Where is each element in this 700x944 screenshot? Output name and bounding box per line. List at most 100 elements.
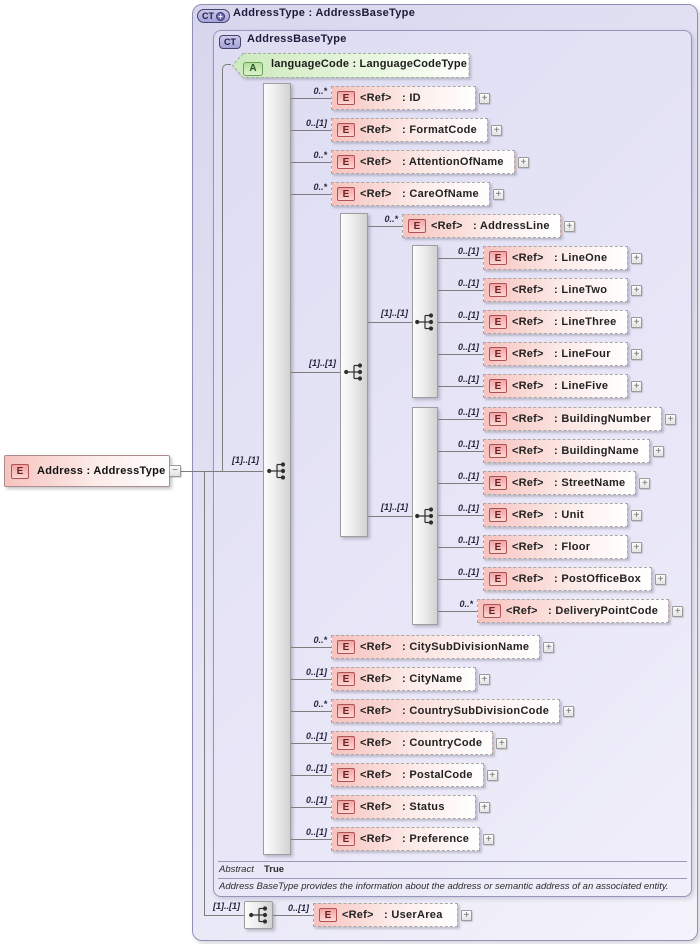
element-row: E <Ref> : BuildingName + (483, 439, 664, 463)
element-box[interactable]: E <Ref> : LineOne (483, 246, 628, 270)
expand-icon[interactable]: + (543, 641, 555, 653)
expand-icon[interactable]: + (631, 252, 642, 264)
element-box[interactable]: E <Ref> : Unit (483, 503, 628, 527)
element-name: : Unit (554, 509, 584, 521)
element-name: : Status (402, 801, 445, 813)
abstract-value: True (264, 864, 285, 875)
element-badge: E (489, 444, 507, 458)
element-ref: <Ref> (512, 573, 544, 585)
expand-icon[interactable]: + (479, 673, 490, 685)
element-box[interactable]: E <Ref> : CountryCode (331, 731, 494, 755)
element-box[interactable]: E <Ref> : StreetName (483, 471, 637, 495)
element-row: E <Ref> : LineFour + (483, 342, 642, 366)
element-box[interactable]: E <Ref> : PostOfficeBox (483, 567, 653, 591)
element-box[interactable]: E <Ref> : BuildingName (483, 439, 650, 463)
element-ref: <Ref> (360, 737, 392, 749)
element-box[interactable]: E <Ref> : BuildingNumber (483, 407, 663, 431)
element-row: E <Ref> : StreetName + (483, 471, 651, 495)
element-name: : LineTwo (554, 284, 608, 296)
expand-icon[interactable]: + (517, 156, 529, 168)
element-box[interactable]: E <Ref> : Preference (331, 827, 481, 851)
element-badge: E (489, 379, 507, 393)
expand-icon[interactable]: + (631, 284, 642, 296)
element-box[interactable]: E <Ref> : Status (331, 795, 476, 819)
element-badge: E (337, 672, 355, 686)
expand-icon[interactable]: + (483, 833, 495, 845)
expand-icon[interactable]: + (461, 909, 472, 921)
expand-icon[interactable]: + (479, 801, 490, 813)
expand-icon[interactable]: + (492, 188, 504, 200)
cardinality-label: 0..[1] (457, 407, 479, 417)
cardinality-label: [1]..[1] (232, 455, 259, 465)
expand-icon[interactable]: + (563, 705, 575, 717)
expand-icon[interactable]: + (631, 509, 642, 521)
cardinality-label: 0..[1] (457, 503, 479, 513)
cardinality-label: 0..[1] (457, 567, 479, 577)
connector-line (438, 515, 483, 516)
element-ref: <Ref> (512, 477, 544, 489)
element-box[interactable]: E <Ref> : CitySubDivisionName (331, 635, 541, 659)
cardinality-label: 0..[1] (457, 439, 479, 449)
element-name: : StreetName (554, 477, 626, 489)
element-badge: E (337, 155, 355, 169)
element-box[interactable]: E <Ref> : DeliveryPointCode (477, 599, 670, 623)
element-box[interactable]: E <Ref> : LineThree (483, 310, 628, 334)
element-name: : CareOfName (402, 188, 479, 200)
element-box[interactable]: E <Ref> : LineTwo (483, 278, 628, 302)
expand-icon[interactable]: + (496, 737, 508, 749)
element-name: : CountrySubDivisionCode (402, 705, 550, 717)
expand-icon[interactable]: + (631, 380, 642, 392)
expand-icon[interactable]: + (652, 445, 664, 457)
element-row: E <Ref> : LineTwo + (483, 278, 642, 302)
cardinality-label: 0..[1] (457, 535, 479, 545)
element-row: E <Ref> : CitySubDivisionName + (331, 635, 555, 659)
collapse-icon[interactable]: − (169, 465, 181, 477)
plus-circle-icon[interactable]: + (216, 11, 225, 21)
element-badge: E (489, 476, 507, 490)
expand-icon[interactable]: + (563, 220, 575, 232)
element-ref: <Ref> (506, 605, 538, 617)
expand-icon[interactable]: + (665, 413, 677, 425)
element-box[interactable]: E <Ref> : Floor (483, 535, 628, 559)
element-ref: <Ref> (512, 509, 544, 521)
connector-line (291, 743, 331, 744)
element-name: : ID (402, 92, 421, 104)
expand-icon[interactable]: + (631, 348, 642, 360)
expand-icon[interactable]: + (491, 124, 503, 136)
cardinality-label: 0..[1] (457, 246, 479, 256)
element-box[interactable]: E <Ref> : ID (331, 86, 476, 110)
element-ref: <Ref> (512, 380, 544, 392)
element-box[interactable]: E <Ref> : CareOfName (331, 182, 490, 206)
element-box[interactable]: E <Ref> : LineFour (483, 342, 628, 366)
element-name: : Preference (402, 833, 470, 845)
element-name: : Floor (554, 541, 591, 553)
root-element-box[interactable]: E Address : AddressType (4, 455, 170, 487)
cardinality-label: 0..[1] (305, 731, 327, 741)
element-name: : AddressLine (473, 220, 550, 232)
element-ref: <Ref> (360, 124, 392, 136)
cardinality-label: 0..[1] (457, 374, 479, 384)
element-box[interactable]: E <Ref> : LineFive (483, 374, 628, 398)
element-box[interactable]: E <Ref> : AddressLine (402, 214, 561, 238)
element-box[interactable]: E <Ref> : CityName (331, 667, 476, 691)
expand-icon[interactable]: + (631, 316, 642, 328)
element-box[interactable]: E <Ref> : FormatCode (331, 118, 489, 142)
expand-icon[interactable]: + (631, 541, 642, 553)
expand-icon[interactable]: + (486, 769, 498, 781)
expand-icon[interactable]: + (672, 605, 684, 617)
attribute-badge: A (243, 58, 263, 76)
connector-line (291, 162, 331, 163)
element-box[interactable]: E <Ref> : AttentionOfName (331, 150, 515, 174)
attribute-shape[interactable] (231, 52, 471, 84)
element-box[interactable]: E <Ref> : PostalCode (331, 763, 484, 787)
expand-icon[interactable]: + (639, 477, 651, 489)
connector-line (204, 915, 244, 916)
sequence-icon (343, 362, 365, 382)
element-box[interactable]: E <Ref> : UserArea (313, 903, 458, 927)
element-badge: E (408, 219, 426, 233)
expand-icon[interactable]: + (655, 573, 667, 585)
facet-separator (218, 878, 687, 879)
expand-icon[interactable]: + (479, 92, 490, 104)
element-box[interactable]: E <Ref> : CountrySubDivisionCode (331, 699, 561, 723)
connector-line (291, 679, 331, 680)
